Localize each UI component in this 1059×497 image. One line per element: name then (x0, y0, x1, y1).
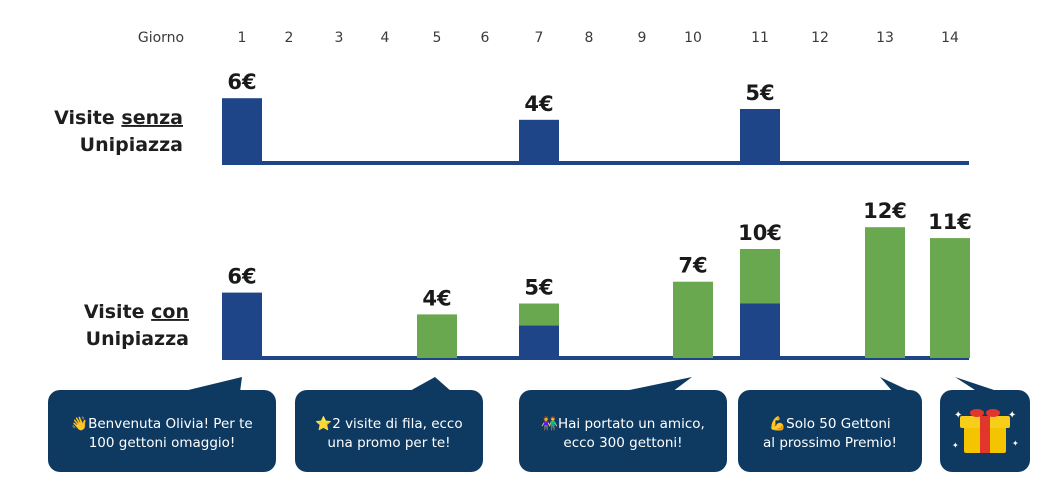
chart-row-senza: 6€ 4€ 5€ (222, 70, 969, 165)
row-label-line2: Unipiazza (80, 134, 183, 156)
bar-bonus (673, 281, 713, 358)
bar-value-label: 4€ (524, 92, 553, 116)
bar-value-label: 6€ (227, 265, 256, 289)
day-tick-label: 7 (535, 30, 544, 46)
day-tick-label: 12 (811, 30, 829, 46)
bar-value-label: 4€ (422, 286, 451, 310)
day-tick-label: 8 (585, 30, 594, 46)
bar-value-label: 12€ (863, 199, 907, 223)
bar-base (519, 119, 559, 163)
bubble-tail (180, 377, 242, 392)
bubble-box (48, 390, 276, 472)
row-label-prefix: Visite (84, 301, 151, 323)
bar-base (222, 98, 262, 163)
bubble-line-2: al prossimo Premio! (763, 435, 897, 451)
day-tick-label: 9 (638, 30, 647, 46)
bar-value-label: 5€ (745, 81, 774, 105)
bubble-emoji-icon: 👫 (541, 415, 558, 432)
chart-row-con: 6€ 4€ 5€ 7€ 10€ 12€ 11€ (222, 199, 972, 360)
row-label-line2: Unipiazza (86, 328, 189, 350)
bar-bonus (417, 314, 457, 358)
message-bubble: 💪Solo 50 Gettoni al prossimo Premio! (738, 377, 922, 472)
message-bubbles: 👋Benvenuta Olivia! Per te 100 gettoni oma… (48, 377, 1030, 472)
message-bubble: ⭐2 visite di fila, ecco una promo per te! (295, 377, 483, 472)
bar-bonus (930, 238, 970, 358)
bar-bonus (519, 303, 559, 326)
bar-bonus (740, 249, 780, 304)
bar-base (740, 303, 780, 358)
day-tick-label: 2 (285, 30, 294, 46)
row-label-con: Visite con Unipiazza (84, 301, 189, 350)
row-label-senza: Visite senza Unipiazza (54, 107, 183, 156)
day-tick-label: 4 (381, 30, 390, 46)
svg-text:✦: ✦ (1008, 410, 1016, 421)
day-tick-label: 10 (684, 30, 702, 46)
bar-base (740, 109, 780, 163)
bubble-line-1: 👋Benvenuta Olivia! Per te (71, 416, 252, 432)
bar-value-label: 11€ (928, 210, 972, 234)
svg-text:✦: ✦ (954, 410, 962, 421)
bubble-line-1: 👫Hai portato un amico, (541, 415, 705, 432)
row-label-keyword: senza (121, 107, 183, 129)
day-axis: 1 2 3 4 5 6 7 8 9 10 11 12 13 14 (238, 30, 959, 46)
bubble-line-1: ⭐2 visite di fila, ecco (315, 415, 462, 432)
svg-text:✦: ✦ (1012, 439, 1019, 448)
bubble-line-2: ecco 300 gettoni! (563, 435, 682, 451)
bar-value-label: 6€ (227, 70, 256, 94)
bubble-gift: ✦ ✦ ✦ ✦ (940, 377, 1030, 472)
row-label-keyword: con (151, 301, 189, 323)
bubble-tail (620, 377, 692, 392)
day-tick-label: 1 (238, 30, 247, 46)
day-tick-label: 11 (751, 30, 769, 46)
svg-text:Visite con: Visite con (84, 301, 189, 323)
svg-text:Visite senza: Visite senza (54, 107, 183, 129)
bubble-box (738, 390, 922, 472)
bar-value-label: 7€ (678, 254, 707, 278)
bar-bonus (865, 227, 905, 358)
bubble-tail (880, 377, 912, 392)
bubble-line-2: 100 gettoni omaggio! (89, 435, 236, 451)
day-header-label: Giorno (138, 30, 184, 46)
bubble-box (519, 390, 727, 472)
svg-text:✦: ✦ (952, 441, 959, 450)
day-tick-label: 14 (941, 30, 959, 46)
day-tick-label: 13 (876, 30, 894, 46)
bar-base (222, 292, 262, 358)
bubble-emoji-icon: 💪 (769, 415, 786, 432)
bubble-emoji-icon: 👋 (71, 416, 88, 432)
day-tick-label: 5 (433, 30, 442, 46)
bubble-tail (408, 377, 452, 392)
message-bubble: 👋Benvenuta Olivia! Per te 100 gettoni oma… (48, 377, 276, 472)
day-tick-label: 6 (481, 30, 490, 46)
bar-base (519, 325, 559, 358)
day-tick-label: 3 (335, 30, 344, 46)
bubble-line-2: una promo per te! (327, 435, 450, 451)
bubble-line-1: 💪Solo 50 Gettoni (769, 415, 890, 432)
row-label-prefix: Visite (54, 107, 121, 129)
bubble-tail (955, 377, 1000, 392)
bar-value-label: 10€ (738, 221, 782, 245)
bubble-box (295, 390, 483, 472)
bar-value-label: 5€ (524, 276, 553, 300)
bubble-emoji-icon: ⭐ (315, 415, 332, 432)
gift-icon: ✦ ✦ ✦ ✦ (952, 409, 1019, 453)
message-bubble: 👫Hai portato un amico, ecco 300 gettoni! (519, 377, 727, 472)
